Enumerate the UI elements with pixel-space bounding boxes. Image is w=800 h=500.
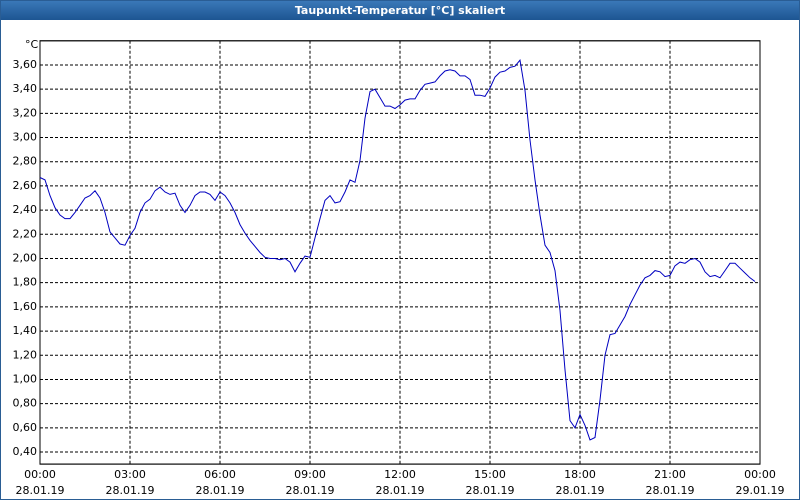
- x-tick-date: 28.01.19: [556, 484, 605, 497]
- y-tick-label: 1,60: [13, 300, 38, 313]
- y-tick-label: 0,40: [13, 445, 38, 458]
- x-tick-label: 15:00: [474, 468, 506, 481]
- y-tick-label: 1,20: [13, 348, 38, 361]
- y-unit: °C: [25, 38, 39, 51]
- y-tick-label: 2,80: [13, 155, 38, 168]
- y-tick-label: 0,60: [13, 421, 38, 434]
- y-tick-label: 2,20: [13, 227, 38, 240]
- x-tick-date: 28.01.19: [16, 484, 65, 497]
- x-tick-label: 12:00: [384, 468, 416, 481]
- x-tick-date: 29.01.19: [736, 484, 785, 497]
- y-tick-label: 2,60: [13, 179, 38, 192]
- x-tick-label: 00:00: [24, 468, 56, 481]
- plot-border: [39, 40, 761, 465]
- y-tick-label: 1,00: [13, 372, 38, 385]
- x-tick-date: 28.01.19: [376, 484, 425, 497]
- y-tick-label: 1,80: [13, 276, 38, 289]
- x-tick-date: 28.01.19: [106, 484, 155, 497]
- x-tick-label: 21:00: [654, 468, 686, 481]
- x-tick-label: 09:00: [294, 468, 326, 481]
- y-tick-label: 1,40: [13, 324, 38, 337]
- y-tick-label: 3,40: [13, 82, 38, 95]
- y-tick-label: 3,60: [13, 58, 38, 71]
- y-tick-label: 0,80: [13, 397, 38, 410]
- x-tick-label: 00:00: [744, 468, 776, 481]
- x-tick-date: 28.01.19: [646, 484, 695, 497]
- y-tick-label: 2,00: [13, 251, 38, 264]
- x-tick-date: 28.01.19: [286, 484, 335, 497]
- x-tick-label: 18:00: [564, 468, 596, 481]
- x-tick-date: 28.01.19: [196, 484, 245, 497]
- x-tick-label: 06:00: [204, 468, 236, 481]
- y-tick-label: 3,20: [13, 106, 38, 119]
- y-tick-label: 3,00: [13, 131, 38, 144]
- title-bar: Taupunkt-Temperatur [°C] skaliert: [1, 1, 799, 20]
- data-line: [39, 59, 756, 441]
- x-tick-label: 03:00: [114, 468, 146, 481]
- y-tick-label: 2,40: [13, 203, 38, 216]
- x-tick-date: 28.01.19: [466, 484, 515, 497]
